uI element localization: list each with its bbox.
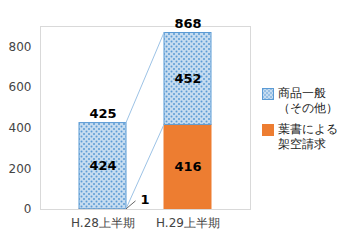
html-text:商品一般（その他）: 商品一般（その他）: [278, 85, 338, 115]
svg-text:H.29上半期: H.29上半期: [156, 216, 220, 230]
svg-text:452: 452: [174, 71, 201, 86]
svg-text:868: 868: [174, 16, 201, 31]
svg-text:400: 400: [9, 121, 32, 135]
svg-text:H.28上半期: H.28上半期: [71, 216, 135, 230]
svg-text:600: 600: [9, 80, 32, 94]
svg-text:800: 800: [9, 40, 32, 54]
svg-text:200: 200: [9, 162, 32, 176]
svg-text:1: 1: [140, 192, 149, 207]
svg-text:0: 0: [24, 202, 32, 216]
svg-text:425: 425: [89, 106, 116, 121]
svg-text:416: 416: [174, 159, 201, 174]
svg-text:424: 424: [89, 158, 116, 173]
html-text:葉書による架空請求: 葉書による架空請求: [278, 121, 338, 151]
